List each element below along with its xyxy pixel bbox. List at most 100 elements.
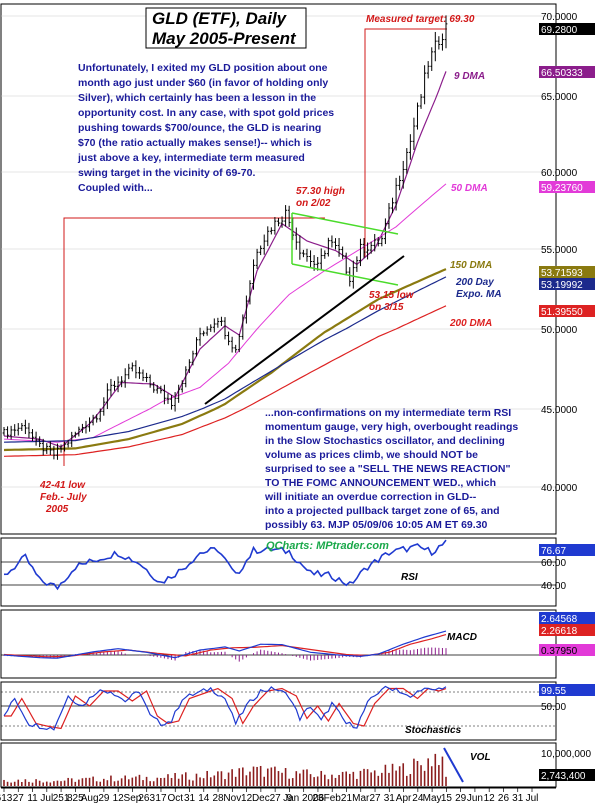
- stoch-tick-50: 50.00: [541, 702, 566, 713]
- channel-bottom: [291, 263, 399, 286]
- price-bar: [234, 344, 238, 353]
- commentary-top: Unfortunately, I exited my GLD position …: [77, 62, 334, 194]
- price-bar: [205, 326, 209, 336]
- price-bar: [287, 205, 291, 227]
- price-bar: [166, 393, 170, 404]
- price-bar: [13, 424, 17, 437]
- price-bar: [280, 216, 284, 228]
- high-label-line2: on 2/02: [296, 198, 331, 209]
- low-315-label-line2: on 3/15: [369, 302, 404, 313]
- price-bars: [2, 15, 448, 460]
- tag-ma50-bg: [539, 181, 595, 193]
- price-tick-label: 55.0000: [541, 245, 578, 256]
- price-bar: [302, 249, 305, 258]
- commentary-top-line: opportunity cost. In any case, with spot…: [78, 107, 334, 119]
- volume-bars: [3, 753, 447, 786]
- tag-ma200-bg: [539, 305, 595, 317]
- price-bar: [152, 382, 156, 393]
- price-bar: [341, 246, 345, 259]
- commentary-bottom-line: momentum gauge, very high, overbought re…: [265, 421, 518, 433]
- commentary-bottom-line: TO THE FOMC ANNOUNCEMENT WED., which: [265, 477, 496, 489]
- price-bar: [163, 384, 166, 405]
- chart-title-line1: GLD (ETF), Daily: [152, 9, 288, 28]
- x-tick-label: 15: [441, 793, 453, 804]
- price-bar: [426, 61, 430, 79]
- x-tick-label: Jan 2006: [283, 793, 325, 804]
- tag-macd-b-bg: [539, 624, 595, 636]
- price-bar: [394, 177, 398, 211]
- ma9-label: 9 DMA: [454, 71, 485, 82]
- x-tick-label: 251: [53, 793, 70, 804]
- price-bar: [262, 234, 266, 255]
- price-bar: [116, 376, 120, 393]
- price-bar: [16, 423, 20, 436]
- low-4241-label-line3: 2005: [45, 504, 69, 515]
- x-tick-label: 263: [138, 793, 155, 804]
- rsi-path: [3, 539, 447, 591]
- price-bar: [223, 317, 227, 340]
- commentary-top-line: $70 (the ratio actually makes sense!)-- …: [78, 137, 312, 149]
- price-bar: [248, 280, 252, 305]
- rsi-tick-40: 40.00: [541, 581, 566, 592]
- support-trendline: [204, 255, 405, 405]
- price-bar: [180, 380, 184, 393]
- x-tick-label: 12: [484, 793, 496, 804]
- vol-label: VOL: [470, 752, 491, 763]
- stoch-k-line: [3, 685, 447, 731]
- x-tick-label: Jul: [40, 793, 53, 804]
- price-bar: [6, 426, 9, 439]
- price-tick-label: 45.0000: [541, 405, 578, 416]
- tag-macd-c: 0.37950: [541, 646, 578, 657]
- commentary-top-line: pushing towards $700/ounce, the GLD is n…: [78, 122, 321, 134]
- price-bar: [63, 441, 66, 452]
- price-bar: [73, 431, 77, 438]
- price-bar: [337, 237, 341, 257]
- price-bar: [323, 250, 327, 259]
- measured-move-lines: [63, 28, 447, 466]
- x-tick-label: 28: [212, 793, 224, 804]
- price-bar: [41, 438, 45, 456]
- price-bar: [23, 419, 27, 435]
- measured-move-left: [63, 217, 325, 466]
- price-bar: [155, 384, 159, 394]
- price-bar: [120, 376, 124, 388]
- price-bar: [59, 444, 63, 453]
- price-bar: [9, 425, 13, 440]
- low-4241-label-line2: Feb.- July: [40, 492, 87, 503]
- price-bar: [148, 374, 152, 388]
- tag-macd-c-bg: [539, 644, 595, 656]
- price-bar: [2, 427, 6, 436]
- x-tick-label: 26: [498, 793, 510, 804]
- x-tick-label: 31: [512, 793, 524, 804]
- x-tick-label: Dec: [252, 793, 270, 804]
- price-bar: [416, 102, 419, 130]
- price-bar: [401, 160, 405, 189]
- tag-vol: 2,743,400: [541, 771, 586, 782]
- x-tick-label: 21: [341, 793, 353, 804]
- price-bar: [198, 327, 202, 346]
- price-bar: [387, 202, 391, 229]
- commentary-top-line: swing target in the vicinity of 69-70.: [78, 167, 255, 179]
- price-bar: [98, 408, 102, 422]
- price-bar: [294, 227, 298, 250]
- ma200e-label-line1: 200 Day: [455, 277, 494, 288]
- x-tick-label: Apr: [396, 793, 412, 804]
- price-bar: [127, 363, 131, 380]
- stoch-d-line: [4, 687, 447, 730]
- commentary-bottom-line: ...non-confirmations on my intermediate …: [265, 407, 511, 419]
- price-bar: [159, 385, 163, 394]
- x-tick-label: Mar: [352, 793, 370, 804]
- price-bar: [366, 242, 369, 260]
- price-bar: [48, 441, 52, 455]
- price-bar: [102, 397, 106, 416]
- right-value-tags: 69.2800 66.50333 59.23760 53.71593 53.19…: [539, 23, 595, 318]
- price-bar: [241, 314, 245, 340]
- price-bar: [202, 330, 206, 337]
- x-tick-label: Jul: [526, 793, 539, 804]
- price-bar: [173, 392, 177, 412]
- price-bar: [348, 267, 352, 287]
- tag-last: 69.2800: [541, 25, 578, 36]
- price-bar: [170, 395, 173, 410]
- x-tick-label: 24: [412, 793, 424, 804]
- high-label-line1: 57.30 high: [296, 186, 345, 197]
